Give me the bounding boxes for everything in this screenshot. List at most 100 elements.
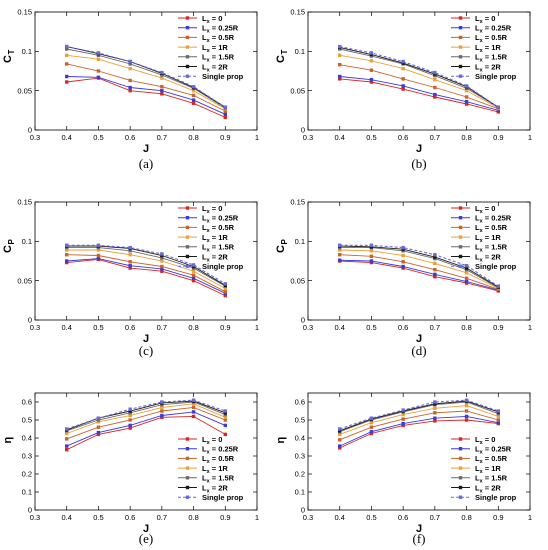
legend-label-subscript: x xyxy=(480,29,484,35)
y-axis-label: η xyxy=(275,437,287,444)
legend-marker xyxy=(458,456,463,461)
data-point xyxy=(338,446,342,450)
data-point xyxy=(223,415,227,419)
data-point xyxy=(464,279,469,284)
panel-caption: (b) xyxy=(411,156,426,171)
legend-label-subscript: x xyxy=(207,257,211,263)
data-point xyxy=(401,417,405,421)
data-point xyxy=(369,243,374,247)
legend-label: Lx = 0.25R xyxy=(475,445,512,456)
data-point xyxy=(223,105,227,109)
data-point xyxy=(191,398,196,402)
y-tick-label: 0.15 xyxy=(290,8,305,17)
data-point xyxy=(433,275,437,279)
y-tick-label: 0.4 xyxy=(22,434,32,443)
data-point xyxy=(464,84,469,88)
data-point xyxy=(191,402,196,406)
data-point xyxy=(128,78,132,83)
data-point xyxy=(223,286,227,291)
series-line xyxy=(339,46,499,108)
legend-marker xyxy=(458,216,463,220)
panel-caption: (e) xyxy=(139,531,153,546)
legend-label: Single prop xyxy=(475,493,517,502)
legend-label-subscript: x xyxy=(480,67,484,73)
series-line xyxy=(339,64,499,110)
legend-label-subscript: x xyxy=(480,469,484,475)
data-point xyxy=(96,425,101,429)
y-tick-label: 0.15 xyxy=(17,8,32,17)
y-tick-label: 0 xyxy=(301,126,305,135)
y-tick-label: 0.4 xyxy=(295,434,305,443)
data-point xyxy=(401,412,405,417)
series-line xyxy=(339,401,499,433)
data-point xyxy=(369,77,374,82)
x-tick-label: 0.7 xyxy=(430,323,440,332)
series-line xyxy=(339,54,499,109)
legend-label: Lx = 2R xyxy=(202,252,228,263)
series-line xyxy=(339,78,499,113)
data-point xyxy=(464,409,469,413)
legend-label-rest: = 1.5R xyxy=(210,474,235,483)
series-line xyxy=(66,76,226,115)
legend-label-subscript: x xyxy=(480,459,484,465)
legend-label-rest: = 1R xyxy=(210,233,229,242)
legend-label: Lx = 0.5R xyxy=(475,33,508,44)
data-point xyxy=(369,421,374,425)
data-point xyxy=(128,88,132,93)
series-line xyxy=(66,401,226,432)
y-tick-label: 0.6 xyxy=(22,398,32,407)
y-tick-label: 0 xyxy=(28,316,32,325)
legend-marker xyxy=(458,26,463,30)
data-point xyxy=(65,444,69,448)
series-line xyxy=(339,244,499,287)
legend-marker xyxy=(458,55,463,59)
legend-label: Single prop xyxy=(202,493,244,502)
series-line xyxy=(339,400,499,432)
series-line xyxy=(66,77,226,118)
data-point xyxy=(338,444,342,448)
x-tick-label: 0.3 xyxy=(303,323,313,332)
y-tick-label: 0 xyxy=(301,316,305,325)
x-tick-label: 0.6 xyxy=(125,133,135,142)
legend-label: Lx = 0 xyxy=(202,435,222,446)
x-tick-label: 0.7 xyxy=(430,133,440,142)
legend-label: Lx = 0 xyxy=(202,14,222,25)
legend-marker xyxy=(458,74,463,78)
x-tick-label: 0.9 xyxy=(493,133,503,142)
x-tick-label: 1 xyxy=(528,323,532,332)
legend-label-rest: = 1.5R xyxy=(483,53,508,62)
legend-label-subscript: x xyxy=(207,440,211,446)
legend-label: Lx = 1R xyxy=(475,43,501,54)
y-axis-label-subscript: P xyxy=(280,239,289,245)
x-tick-label: 1 xyxy=(255,133,259,142)
y-tick-label: 0.2 xyxy=(295,470,305,479)
x-tick-label: 0.4 xyxy=(61,133,71,142)
data-point xyxy=(369,416,374,420)
y-tick-label: 0.3 xyxy=(22,452,32,461)
data-point xyxy=(369,430,374,434)
legend-marker xyxy=(458,437,463,441)
legend-label-subscript: x xyxy=(207,38,211,44)
legend-label: Lx = 1.5R xyxy=(475,53,508,64)
data-point xyxy=(369,51,374,55)
legend-label: Lx = 1.5R xyxy=(202,474,235,485)
data-point xyxy=(496,414,500,419)
legend-marker xyxy=(185,16,190,20)
data-point xyxy=(338,243,342,247)
data-point xyxy=(160,400,164,404)
data-point xyxy=(369,249,374,253)
data-point xyxy=(128,66,132,71)
data-point xyxy=(128,409,132,413)
data-point xyxy=(401,423,405,428)
data-point xyxy=(223,112,227,116)
legend-label: Single prop xyxy=(202,72,244,81)
x-tick-label: 0.5 xyxy=(366,133,376,142)
legend-label-rest: = 0 xyxy=(483,14,496,23)
legend-marker xyxy=(185,55,190,59)
data-point xyxy=(338,53,342,57)
y-tick-label: 0.1 xyxy=(295,47,305,56)
legend-label-rest: = 1R xyxy=(210,43,229,52)
data-point xyxy=(65,243,69,247)
data-point xyxy=(464,95,469,99)
x-axis-label: J xyxy=(143,333,149,345)
